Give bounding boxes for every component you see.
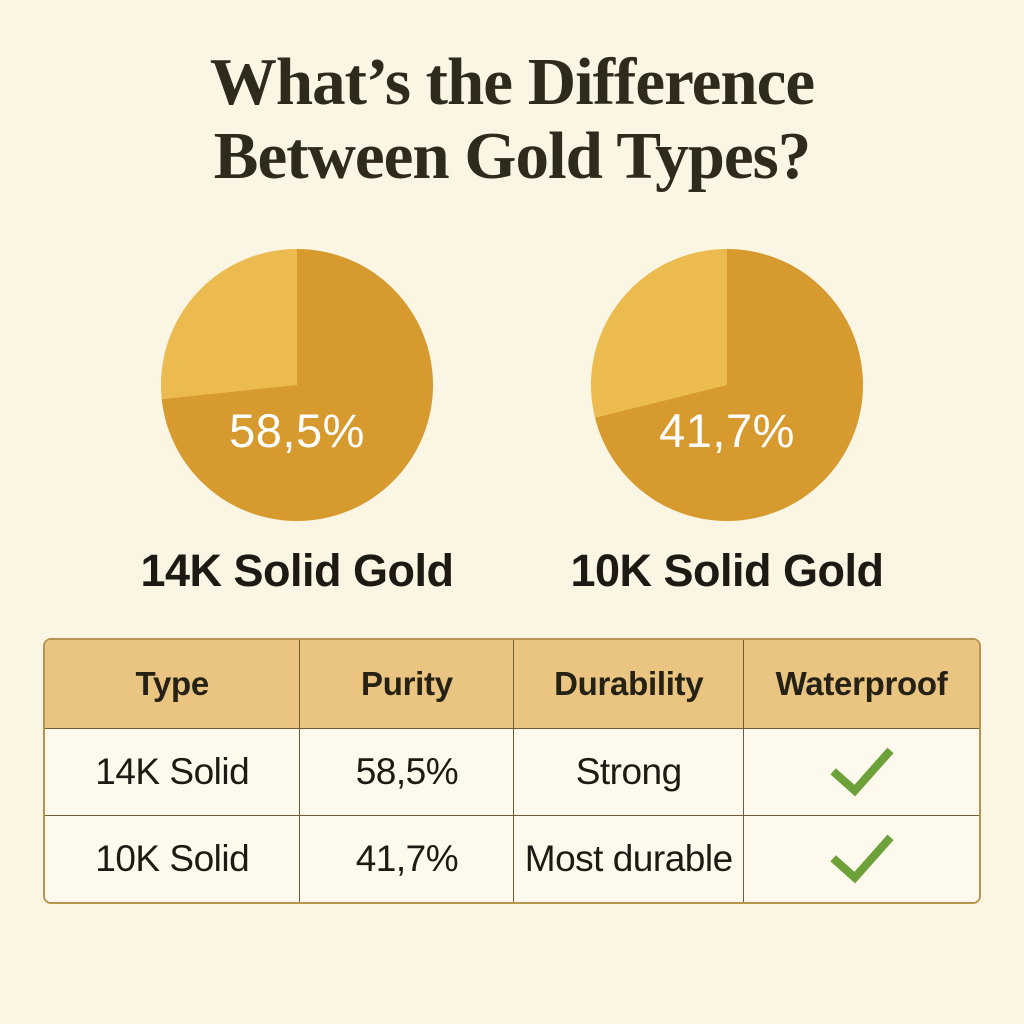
pie-chart-14k: 58,5%	[161, 249, 433, 522]
pie-chart-10k: 41,7%	[591, 249, 863, 522]
check-icon	[829, 834, 894, 884]
check-icon	[829, 747, 894, 796]
title-line-1: What’s the Difference	[209, 45, 815, 119]
pie-charts-row: 58,5% 14K Solid Gold 41,7% 10K Solid Gol…	[0, 249, 1024, 597]
pie-figure-14k: 58,5% 14K Solid Gold	[82, 249, 512, 597]
pie-value-label-10k: 41,7%	[659, 404, 795, 458]
column-header-purity: Purity	[299, 640, 515, 729]
pie-caption-14k: 14K Solid Gold	[140, 545, 454, 597]
column-header-waterproof: Waterproof	[743, 640, 979, 729]
gold-comparison-table: Type Purity Durability Waterproof 14K So…	[45, 640, 979, 902]
pie-figure-10k: 41,7% 10K Solid Gold	[512, 249, 942, 597]
cell-type-14k: 14K Solid	[45, 727, 301, 816]
cell-durability-14k: Strong	[513, 727, 745, 816]
pie-caption-10k: 10K Solid Gold	[570, 545, 884, 597]
column-header-type: Type	[45, 640, 301, 729]
cell-purity-10k: 41,7%	[299, 814, 515, 902]
title-line-2: Between Gold Types?	[213, 118, 811, 193]
pie-value-label-14k: 58,5%	[229, 404, 365, 458]
cell-type-10k: 10K Solid	[45, 814, 301, 902]
page-title: What’s the Difference Between Gold Types?	[0, 0, 1024, 193]
table-row-10k: 10K Solid 41,7% Most durable	[45, 814, 979, 902]
cell-waterproof-10k	[743, 814, 979, 902]
table-row-14k: 14K Solid 58,5% Strong	[45, 727, 979, 816]
column-header-durability: Durability	[513, 640, 745, 729]
comparison-table: Type Purity Durability Waterproof 14K So…	[43, 638, 981, 904]
cell-durability-10k: Most durable	[513, 814, 745, 902]
table-header-row: Type Purity Durability Waterproof	[45, 640, 979, 729]
cell-waterproof-14k	[743, 727, 979, 816]
cell-purity-14k: 58,5%	[299, 727, 515, 816]
